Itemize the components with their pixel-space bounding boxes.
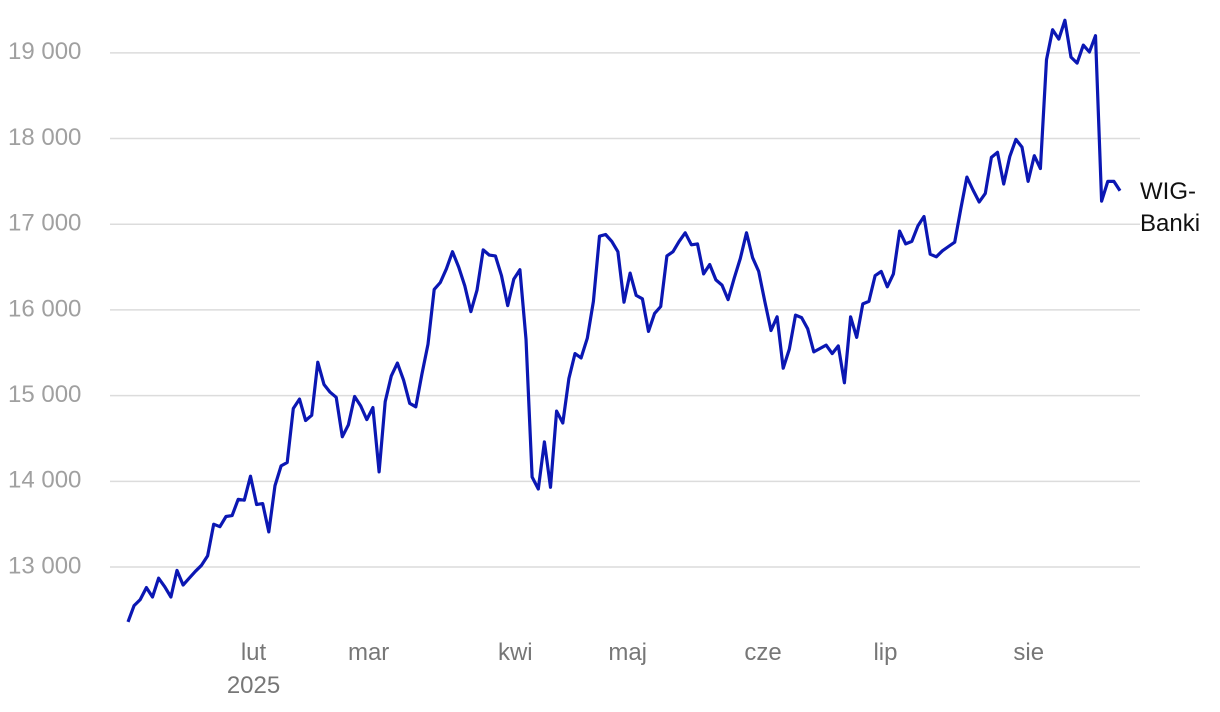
y-tick-label: 16 000 xyxy=(8,295,81,322)
x-tick-label: lut xyxy=(241,639,267,666)
y-tick-label: 13 000 xyxy=(8,552,81,579)
y-tick-label: 14 000 xyxy=(8,467,81,494)
x-tick-label: lip xyxy=(873,639,897,666)
y-tick-label: 18 000 xyxy=(8,124,81,151)
x-tick-label: kwi xyxy=(498,639,533,666)
x-tick-label: sie xyxy=(1013,639,1044,666)
y-tick-label: 17 000 xyxy=(8,210,81,237)
x-tick-label: cze xyxy=(744,639,781,666)
y-tick-label: 19 000 xyxy=(8,38,81,65)
line xyxy=(126,18,1122,623)
x-tick-label: mar xyxy=(348,639,389,666)
x-tick-label: maj xyxy=(608,639,647,666)
year-label: 2025 xyxy=(227,672,280,699)
series-label: WIG-Banki xyxy=(1140,178,1201,237)
y-tick-label: 15 000 xyxy=(8,381,81,408)
